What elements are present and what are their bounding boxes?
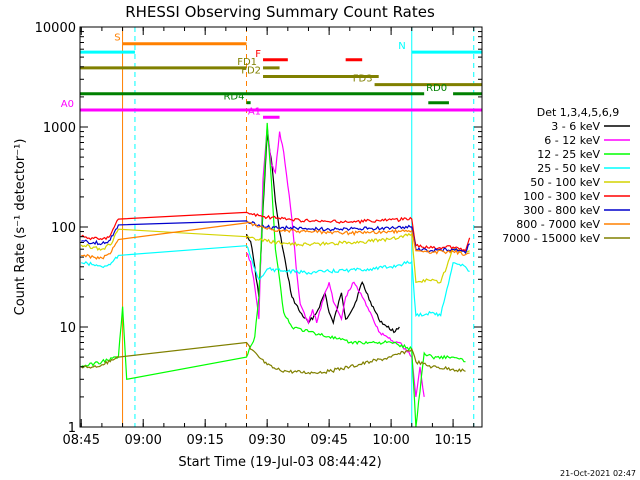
y-tick-label-1: 1 — [68, 421, 76, 436]
series-line-800-7000-kev — [81, 221, 470, 260]
x-tick-label-5: 09:45 — [310, 433, 347, 448]
legend-title: Det 1,3,4,5,6,9 — [537, 106, 620, 119]
flag-label-fd2: FD2 — [241, 65, 261, 76]
x-tick-label-3: 09:15 — [186, 433, 223, 448]
legend-label-50-100-kev: 50 - 100 keV — [530, 176, 600, 189]
legend-label-7000-15000-kev: 7000 - 15000 keV — [502, 232, 600, 245]
flag-label-rd4: RD4 — [223, 92, 244, 103]
y-tick-label-3: 100 — [51, 221, 76, 236]
y-tick-label-5: 10000 — [35, 21, 76, 36]
flag-label-s: S — [114, 33, 120, 44]
flag-label-n: N — [398, 41, 405, 52]
plot-frame — [79, 26, 483, 428]
flag-label-a0: A0 — [61, 99, 74, 110]
x-axis-label: Start Time (19-Jul-03 08:44:42) — [178, 455, 381, 470]
x-tick-label-7: 10:15 — [434, 433, 471, 448]
series-line-6-12-kev — [246, 126, 425, 397]
legend-label-300-800-kev: 300 - 800 keV — [523, 204, 600, 217]
legend-label-100-300-kev: 100 - 300 keV — [523, 190, 600, 203]
y-tick-label-2: 10 — [59, 321, 76, 336]
legend-label-12-25-kev: 12 - 25 keV — [537, 148, 600, 161]
x-tick-label-6: 10:00 — [372, 433, 409, 448]
legend-label-25-50-kev: 25 - 50 keV — [537, 162, 600, 175]
series-line-300-800-kev — [80, 220, 471, 255]
legend-label-3-6-kev: 3 - 6 keV — [551, 120, 600, 133]
series-lines — [80, 122, 471, 428]
y-tick-label-4: 1000 — [43, 121, 76, 136]
x-tick-label-1: 08:45 — [63, 433, 100, 448]
chart-title: RHESSI Observing Summary Count Rates — [125, 3, 435, 21]
y-axis-label: Count Rate (s⁻¹ detector⁻¹) — [13, 139, 28, 316]
series-line-100-300-kev — [80, 211, 471, 252]
series-line-12-25-kev — [80, 122, 466, 428]
series-line-7000-15000-kev — [80, 341, 466, 375]
x-tick-label-2: 09:00 — [124, 433, 161, 448]
flag-label-a1: A1 — [248, 106, 261, 117]
generated-timestamp: 21-Oct-2021 02:47 — [560, 469, 636, 478]
legend-label-800-7000-kev: 800 - 7000 keV — [516, 218, 600, 231]
legend-label-6-12-kev: 6 - 12 keV — [544, 134, 600, 147]
x-tick-label-4: 09:30 — [248, 433, 285, 448]
series-line-50-100-kev — [80, 228, 470, 284]
axes: 08:45 09:00 09:15 09:30 09:45 10:00 10:15 1 10 10… — [35, 21, 482, 448]
vertical-markers — [122, 27, 475, 427]
flag-label-f: F — [255, 49, 261, 60]
flag-label-fd3: FD3 — [353, 74, 373, 85]
flag-label-fd1: FD1 — [237, 57, 257, 68]
flag-label-rd0: RD0 — [426, 83, 447, 94]
series-line-25-50-kev — [81, 245, 470, 318]
